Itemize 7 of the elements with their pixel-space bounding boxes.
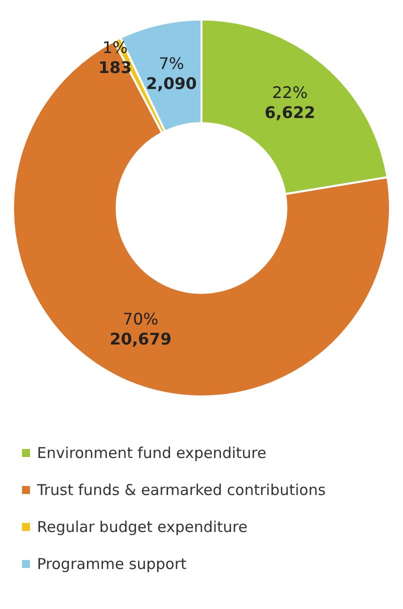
legend-label: Programme support [37, 554, 186, 572]
legend-label: Regular budget expenditure [37, 518, 248, 536]
data-label: 22% 6,622 [264, 82, 316, 122]
data-label: 7% 2,090 [146, 54, 197, 93]
legend-label: Environment fund expenditure [37, 444, 266, 462]
legend-label: Trust funds & earmarked contributions [37, 480, 326, 498]
data-label: 70% 20,679 [110, 309, 172, 348]
